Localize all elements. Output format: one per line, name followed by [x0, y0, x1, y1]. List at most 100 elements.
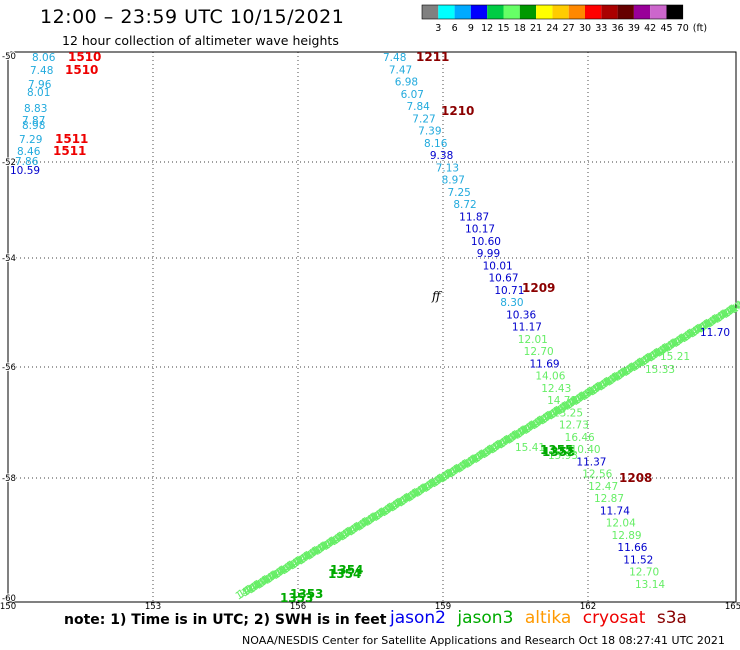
- swh-value: 14: [398, 491, 416, 508]
- time-label: 1511: [53, 144, 86, 158]
- swh-value: 14: [679, 328, 697, 345]
- longitude-label: 150: [0, 602, 16, 610]
- swh-value: 14: [686, 323, 704, 340]
- swh-value: 14: [553, 400, 571, 417]
- swh-value: 14: [359, 513, 377, 530]
- footer-note: note: 1) Time is in UTC; 2) SWH is in fe…: [64, 612, 387, 628]
- swh-value: 7.27: [412, 113, 435, 125]
- track-central: 7.487.476.986.077.847.277.398.169.387.13…: [383, 50, 665, 591]
- swh-value: 14: [375, 503, 393, 520]
- swh-value: 7.84: [406, 101, 430, 113]
- swh-value: 15.93: [548, 450, 578, 462]
- swh-value: 7.87: [22, 115, 45, 127]
- swh-value: 14: [454, 459, 472, 476]
- swh-value: 14: [378, 501, 396, 518]
- swh-value: 7.86: [15, 156, 39, 168]
- swh-value: 14: [712, 309, 730, 326]
- swh-value: 14: [236, 584, 254, 601]
- swh-value: 14: [342, 523, 360, 540]
- color-scale-label: 21: [530, 23, 542, 34]
- swh-value: 14: [356, 515, 374, 532]
- swh-value: 14: [436, 468, 454, 485]
- swh-value: 14: [728, 298, 740, 315]
- color-scale-swatch: [552, 5, 569, 19]
- swh-value: 9.38: [430, 150, 453, 162]
- swh-value: 14: [279, 560, 297, 577]
- satellite-legend: jason2 jason3 altika cryosat s3a: [390, 608, 693, 628]
- swh-value: 14: [384, 498, 402, 515]
- swh-value: 14: [409, 484, 427, 501]
- swh-value: 14: [700, 315, 718, 332]
- color-scale-swatch: [617, 5, 634, 19]
- swh-value: 14: [590, 379, 608, 396]
- swh-value: 11.17: [512, 322, 542, 334]
- swh-value: 14: [667, 334, 685, 351]
- color-scale-unit: (ft): [693, 23, 707, 34]
- swh-value: 14: [717, 305, 735, 322]
- page-subtitle: 12 hour collection of altimeter wave hei…: [62, 33, 339, 48]
- swh-value: 14: [486, 439, 504, 456]
- swh-value: 14: [465, 452, 483, 469]
- swh-value: 14: [631, 355, 649, 372]
- swh-value: 14: [467, 450, 485, 467]
- time-label: 1354: [328, 567, 361, 581]
- swh-value: 14: [567, 392, 585, 409]
- swh-value: 14: [444, 463, 462, 480]
- swh-value: 14: [509, 426, 527, 443]
- swh-value: 14: [706, 312, 724, 329]
- swh-value: 8.72: [453, 199, 476, 211]
- swh-value: 8.30: [500, 297, 523, 309]
- swh-value: 14: [687, 323, 705, 340]
- swh-value: 11.70: [700, 327, 730, 339]
- swh-value: 11.74: [600, 505, 630, 517]
- longitude-label: 162: [580, 602, 596, 610]
- swh-value: 8.97: [442, 175, 465, 187]
- swh-value: 14: [365, 510, 383, 527]
- color-scale-label: 30: [579, 23, 591, 34]
- color-scale-label: 15: [497, 23, 509, 34]
- swh-value: 14: [323, 534, 341, 551]
- swh-value: 14: [379, 502, 397, 519]
- swh-value: 14: [425, 474, 443, 491]
- swh-value: 10.67: [488, 273, 518, 285]
- swh-value: 14: [625, 358, 643, 375]
- color-scale-label: 36: [612, 23, 624, 34]
- swh-value: 14: [286, 555, 304, 572]
- swh-value: 12.43: [541, 383, 571, 395]
- color-scale-swatch: [438, 5, 455, 19]
- swh-value: 14: [429, 473, 447, 490]
- swh-value: 6.98: [395, 77, 418, 89]
- swh-value: 14: [494, 434, 512, 451]
- swh-value: 14: [681, 326, 699, 343]
- swh-value: 10.40: [571, 444, 601, 456]
- swh-value: 14: [404, 488, 422, 505]
- swh-value: 7.48: [30, 65, 53, 77]
- time-label: 1208: [619, 471, 652, 485]
- swh-value: 12.01: [518, 334, 548, 346]
- swh-value: 14.71: [547, 395, 577, 407]
- swh-value: 7.25: [447, 187, 470, 199]
- swh-value: 14: [609, 368, 627, 385]
- swh-value: 14.06: [535, 371, 565, 383]
- satellite-legend-jason2: jason2: [390, 608, 446, 628]
- swh-value: 14: [353, 516, 371, 533]
- swh-value: 14: [623, 360, 641, 377]
- swh-value: 14: [440, 466, 458, 483]
- swh-value: 14: [287, 555, 305, 572]
- swh-value: 14: [675, 329, 693, 346]
- swh-value: 14: [296, 550, 314, 567]
- swh-value: 10.60: [471, 236, 501, 248]
- color-scale-swatch: [633, 5, 651, 19]
- swh-value: 14: [281, 558, 299, 575]
- swh-value: 14: [634, 353, 652, 370]
- swh-value: 10.36: [506, 309, 536, 321]
- swh-value: 14: [271, 565, 289, 582]
- swh-value: 14: [331, 529, 349, 546]
- color-scale-label: 39: [628, 23, 640, 34]
- swh-value: 14: [362, 512, 380, 529]
- swh-value: 14: [573, 389, 591, 406]
- color-scale-swatch: [503, 5, 520, 19]
- swh-value: 8.83: [24, 103, 47, 115]
- swh-value: 14: [461, 453, 479, 470]
- swh-value: 14: [473, 447, 491, 464]
